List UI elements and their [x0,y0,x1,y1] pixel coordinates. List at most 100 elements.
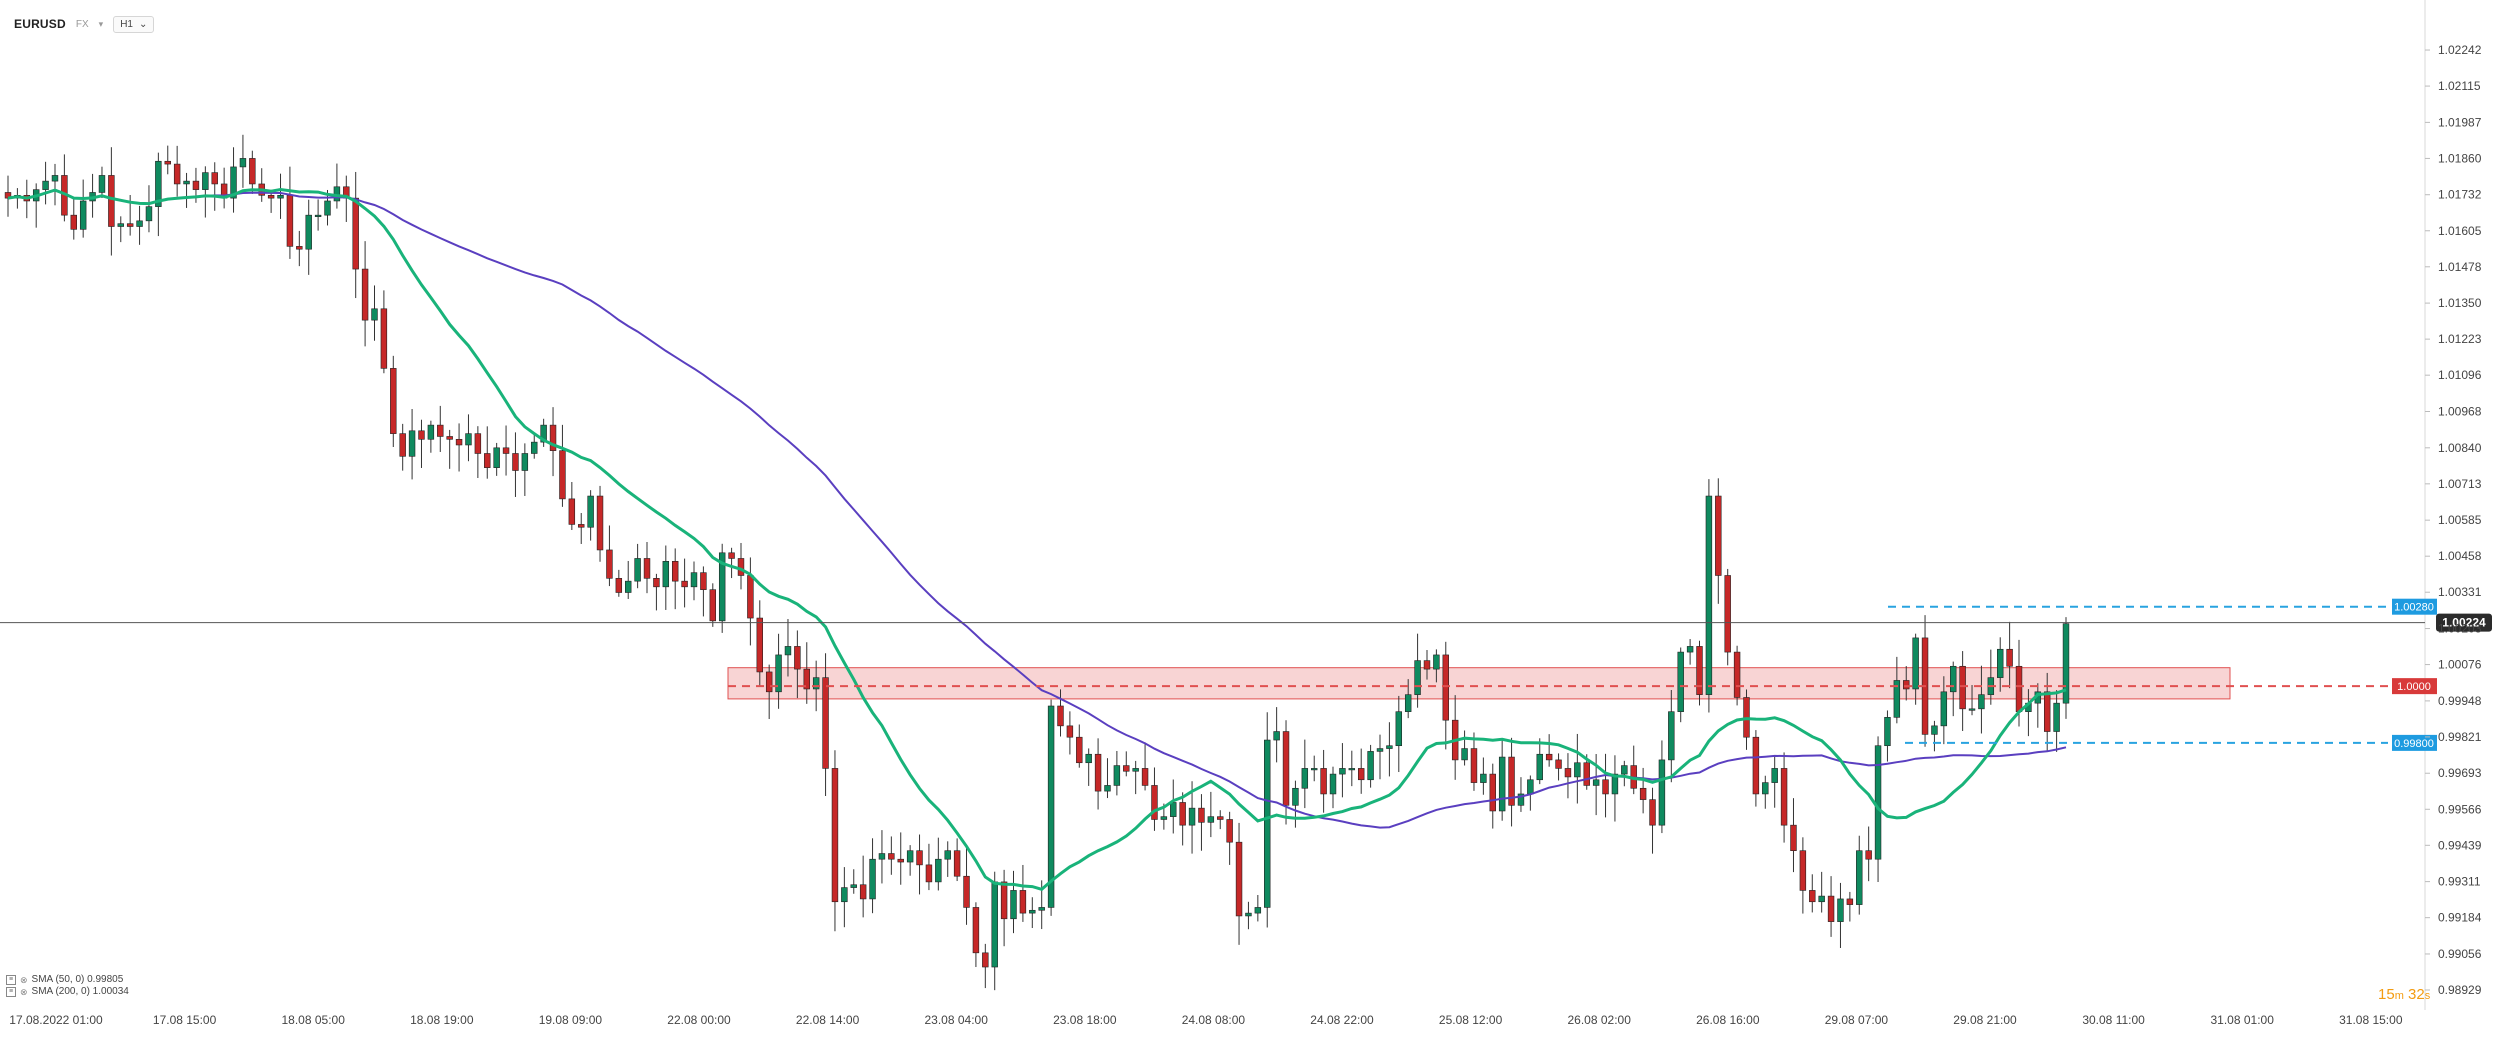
price-axis: 1.02242 1.02115 1.01987 1.01860 1.01732 1.016… [2425,43,2482,997]
time-tick-label: 23.08 04:00 [924,1013,988,1027]
bullish-candle [1677,651,1684,712]
bearish-candle [747,575,754,619]
bullish-candle [1498,756,1506,812]
bullish-candle [277,194,284,199]
bullish-candle [1884,717,1891,747]
bearish-candle [1780,768,1788,826]
bullish-candle [1245,912,1252,917]
bearish-candle [803,668,810,690]
bullish-candle [775,654,782,693]
price-tick-label: 1.01096 [2438,368,2482,382]
bullish-candle [1188,807,1196,826]
bullish-candle [1611,773,1619,795]
bearish-candle [1602,779,1609,795]
price-tick-label: 1.00968 [2438,404,2482,418]
bullish-candle [314,214,322,217]
bullish-candle [1395,711,1403,747]
bearish-candle [1179,802,1186,826]
time-tick-label: 24.08 22:00 [1310,1013,1374,1027]
chevron-down-icon[interactable]: ▾ [98,18,104,29]
bearish-candle [888,853,895,860]
bullish-candle [51,175,59,182]
countdown-minutes-unit: m [2394,990,2404,1002]
eye-off-icon[interactable]: ⊗ [20,987,28,997]
bearish-candle [953,850,961,877]
bearish-candle [1057,705,1064,727]
eye-off-icon[interactable]: ⊗ [20,975,28,985]
bullish-candle [2053,702,2060,732]
bearish-candle [916,850,923,866]
bullish-candle [493,447,500,468]
bullish-candle [1170,802,1177,817]
price-tick-label: 0.99821 [2438,730,2482,744]
bullish-candle [117,223,124,227]
bullish-candle [869,858,876,900]
bullish-candle [2062,623,2070,704]
time-tick-label: 18.08 05:00 [281,1013,345,1027]
bullish-candle [1856,850,1863,905]
bearish-candle [512,453,519,471]
bearish-candle [1226,819,1233,843]
bearish-candle [1564,768,1572,778]
bullish-candle [935,858,942,883]
bullish-candle [878,853,886,860]
price-tick-label: 0.99311 [2438,875,2481,889]
bullish-candle [1160,816,1168,820]
bearish-candle [361,268,369,321]
symbol-label[interactable]: EURUSD [14,17,66,31]
bearish-candle [108,175,115,227]
bearish-candle [982,952,989,968]
bullish-candle [1132,768,1139,772]
price-tick-label: 1.02242 [2438,43,2482,57]
time-tick-label: 29.08 07:00 [1825,1013,1889,1027]
bearish-candle [822,677,829,769]
time-tick-label: 31.08 15:00 [2339,1013,2403,1027]
bearish-candle [925,864,933,883]
price-tick-label: 0.99693 [2438,766,2482,780]
bullish-candle [1658,759,1666,826]
legend-row-sma200[interactable]: ≡ ⊗ SMA (200, 0) 1.00034 [6,986,129,998]
time-tick-label: 24.08 08:00 [1182,1013,1246,1027]
legend-label: SMA (200, 0) 1.00034 [31,986,129,997]
chart-toolbar: EURUSD FX ▾ H1 ⌄ [14,14,155,34]
bearish-candle [1508,756,1515,806]
bearish-candle [2006,648,2013,667]
bullish-candle [1968,708,1976,711]
bullish-candle [1085,753,1092,764]
time-tick-label: 29.08 21:00 [1953,1013,2017,1027]
time-tick-label: 30.08 11:00 [2082,1013,2145,1027]
bearish-candle [1724,575,1731,653]
price-levels: 1.00224 1.00280 1.0000 0.99800 [0,598,2492,751]
bullish-candle [1931,725,1938,735]
indicator-menu-icon[interactable]: ≡ [6,975,16,985]
price-tick-label: 1.00840 [2438,441,2482,455]
bearish-candle [1066,725,1074,738]
bearish-candle [1649,799,1656,826]
price-tick-label: 1.01223 [2438,332,2482,346]
bullish-candle [1386,745,1393,749]
bearish-candle [615,578,623,593]
bearish-candle [126,223,134,227]
bearish-candle [352,197,359,270]
bearish-candle [1442,654,1449,721]
legend-row-sma50[interactable]: ≡ ⊗ SMA (50, 0) 0.99805 [6,974,129,986]
bearish-candle [192,180,200,190]
bearish-candle [653,578,660,588]
bullish-candle [1292,787,1299,806]
market-type-label: FX [75,18,89,30]
bullish-candle [944,850,951,860]
timeframe-button[interactable]: H1 ⌄ [113,15,155,33]
resistance-zone-box[interactable] [727,667,2231,700]
indicator-menu-icon[interactable]: ≡ [6,987,16,997]
bearish-candle [963,875,970,908]
bearish-candle [643,558,651,579]
time-tick-label: 26.08 16:00 [1696,1013,1760,1027]
price-tick-label: 1.00331 [2438,585,2482,599]
bearish-candle [484,453,491,468]
bullish-candle [1837,898,1844,922]
bearish-candle [1019,890,1027,914]
bearish-candle [2015,665,2023,712]
bullish-candle [1997,648,2004,678]
